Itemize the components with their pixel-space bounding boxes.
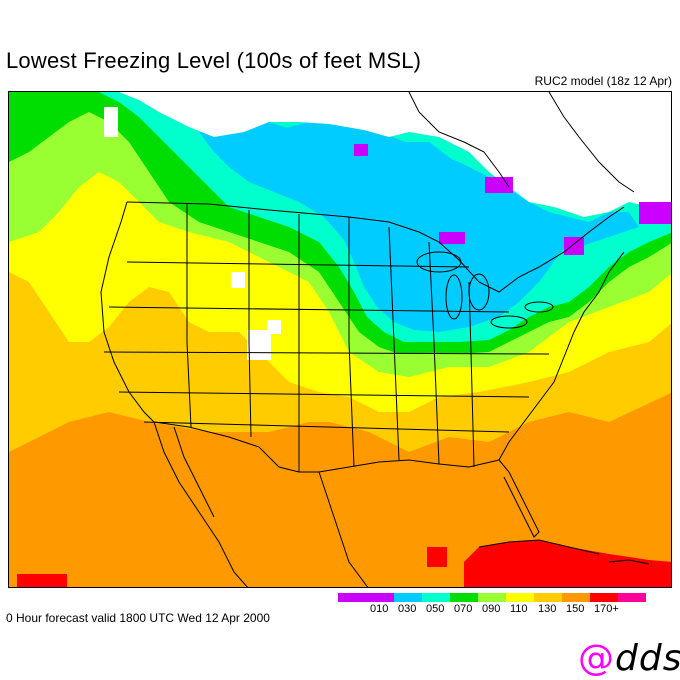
forecast-valid-text: 0 Hour forecast valid 1800 UTC Wed 12 Ap… (6, 611, 270, 625)
no-data-spot (231, 272, 245, 288)
legend-swatch (590, 593, 618, 602)
freezing-level-map (8, 91, 672, 588)
no-data-region (119, 92, 671, 217)
legend-label: 170+ (594, 603, 619, 615)
legend-swatch (506, 593, 534, 602)
no-data-spot (104, 107, 118, 137)
level-010-spot (439, 232, 465, 244)
logo-at-symbol: @ (578, 638, 615, 679)
model-run-label: RUC2 model (18z 12 Apr) (534, 74, 672, 88)
legend-label: 030 (398, 603, 417, 615)
legend-color-bar (338, 593, 646, 602)
legend-swatch (394, 593, 422, 602)
level-010-spot (354, 144, 368, 156)
political-boundaries (100, 92, 650, 587)
map-title: Lowest Freezing Level (100s of feet MSL) (6, 48, 422, 73)
legend-swatch (534, 593, 562, 602)
legend-label: 010 (370, 603, 389, 615)
no-data-spot (267, 320, 281, 334)
legend-swatch (478, 593, 506, 602)
adds-logo[interactable]: @dds (578, 638, 680, 679)
legend-swatch (422, 593, 450, 602)
legend-swatch (618, 593, 646, 602)
level-170-spot (17, 574, 67, 587)
level-170-region (464, 540, 671, 587)
legend-labels: 010 030 050 070 090 110 130 150 170+ (338, 603, 678, 617)
legend-swatch (366, 593, 394, 602)
level-010-spot (485, 177, 513, 193)
legend-label: 150 (566, 603, 585, 615)
legend-swatch (450, 593, 478, 602)
level-170-spot (427, 547, 447, 567)
legend-label: 050 (426, 603, 445, 615)
legend-label: 110 (510, 603, 528, 615)
no-data-spot (247, 330, 271, 360)
level-030-region-north (269, 122, 639, 247)
legend-swatch (338, 593, 366, 602)
legend-swatch (562, 593, 590, 602)
level-010-spot (639, 202, 671, 224)
legend-label: 090 (482, 603, 501, 615)
level-010-spot (564, 237, 584, 255)
legend-label: 070 (454, 603, 473, 615)
logo-text: dds (615, 638, 680, 679)
legend-label: 130 (538, 603, 557, 615)
